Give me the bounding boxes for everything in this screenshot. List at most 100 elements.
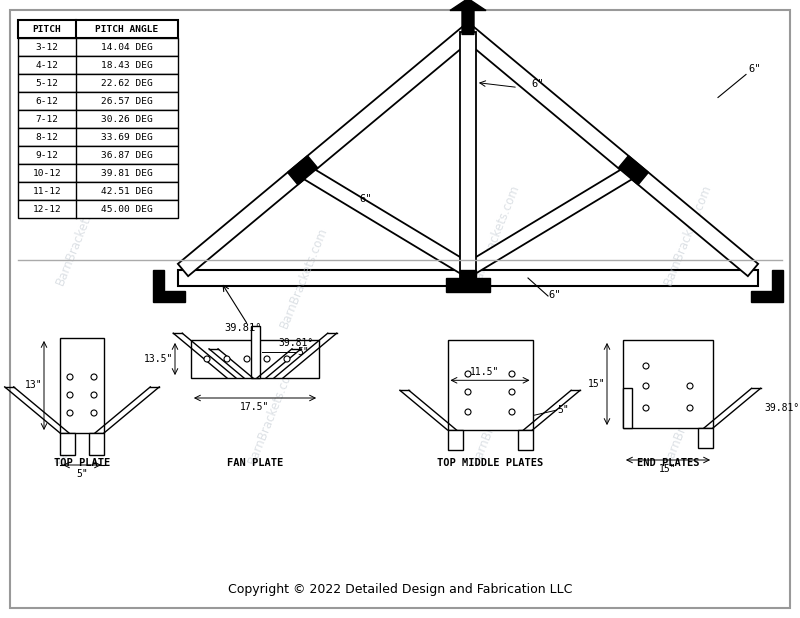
Bar (178, 270, 758, 286)
Text: Copyright © 2022 Detailed Design and Fabrication LLC: Copyright © 2022 Detailed Design and Fab… (228, 583, 572, 596)
Text: BarnBrackets.com: BarnBrackets.com (54, 182, 106, 287)
Circle shape (687, 383, 693, 389)
Text: 45.00 DEG: 45.00 DEG (101, 205, 153, 213)
Polygon shape (618, 156, 649, 185)
Text: 39.81 DEG: 39.81 DEG (101, 169, 153, 177)
Text: 17.5": 17.5" (240, 402, 270, 412)
Bar (18, 56, 178, 74)
Circle shape (91, 374, 97, 380)
Bar (18, 38, 178, 56)
Polygon shape (450, 0, 486, 35)
Bar (60, 338, 104, 433)
Bar (18, 128, 178, 146)
Text: 33.69 DEG: 33.69 DEG (101, 132, 153, 142)
Text: 26.57 DEG: 26.57 DEG (101, 96, 153, 106)
Circle shape (643, 383, 649, 389)
Text: 13": 13" (24, 381, 42, 391)
Circle shape (67, 410, 73, 416)
Polygon shape (299, 164, 472, 276)
Bar (191, 340, 319, 378)
Bar (518, 430, 533, 450)
Text: 8-12: 8-12 (35, 132, 58, 142)
Circle shape (509, 389, 515, 395)
Text: 6": 6" (748, 64, 761, 74)
Bar (18, 110, 178, 128)
Text: 15": 15" (659, 464, 677, 474)
Text: 39.81°: 39.81° (278, 338, 314, 348)
Circle shape (643, 405, 649, 411)
Text: 4-12: 4-12 (35, 61, 58, 69)
Polygon shape (751, 270, 783, 302)
Bar (89, 433, 104, 455)
Circle shape (67, 374, 73, 380)
Circle shape (244, 356, 250, 362)
Polygon shape (287, 156, 318, 185)
Bar (18, 74, 178, 92)
Text: 15": 15" (587, 379, 605, 389)
Bar (18, 146, 178, 164)
Text: 14.04 DEG: 14.04 DEG (101, 43, 153, 51)
Text: 12-12: 12-12 (33, 205, 62, 213)
Circle shape (509, 409, 515, 415)
Circle shape (264, 356, 270, 362)
Text: 18.43 DEG: 18.43 DEG (101, 61, 153, 69)
Text: BarnBrackets.com: BarnBrackets.com (470, 182, 522, 287)
Text: 22.62 DEG: 22.62 DEG (101, 78, 153, 88)
Bar (60, 433, 75, 455)
Polygon shape (178, 27, 473, 276)
Bar (18, 200, 178, 218)
Text: TOP PLATE: TOP PLATE (54, 458, 110, 468)
Text: BarnBrackets.com: BarnBrackets.com (470, 362, 522, 467)
Circle shape (224, 356, 230, 362)
Circle shape (91, 392, 97, 398)
Circle shape (643, 363, 649, 369)
Text: 7-12: 7-12 (35, 114, 58, 124)
Bar (250, 326, 259, 378)
Text: 9-12: 9-12 (35, 151, 58, 159)
Polygon shape (446, 270, 490, 292)
Text: PITCH: PITCH (33, 25, 62, 33)
Text: 30.26 DEG: 30.26 DEG (101, 114, 153, 124)
Bar (18, 92, 178, 110)
Text: 39.81°: 39.81° (224, 323, 262, 333)
Text: BarnBrackets.com: BarnBrackets.com (662, 182, 714, 287)
Text: PITCH ANGLE: PITCH ANGLE (95, 25, 158, 33)
Text: 39.81°: 39.81° (765, 403, 800, 413)
Bar (623, 340, 713, 428)
Bar (460, 33, 476, 286)
Circle shape (284, 356, 290, 362)
Bar (447, 430, 462, 450)
Circle shape (67, 392, 73, 398)
Text: 42.51 DEG: 42.51 DEG (101, 187, 153, 195)
Polygon shape (464, 164, 637, 276)
Circle shape (465, 389, 471, 395)
Text: END PLATES: END PLATES (637, 458, 699, 468)
Text: 5": 5" (298, 347, 310, 357)
Text: 6": 6" (359, 194, 371, 204)
Polygon shape (153, 270, 185, 302)
Circle shape (204, 356, 210, 362)
Circle shape (465, 371, 471, 377)
Text: BarnBrackets.com: BarnBrackets.com (246, 362, 298, 467)
Text: 13.5": 13.5" (144, 354, 173, 364)
Text: 5": 5" (76, 469, 88, 479)
Circle shape (509, 371, 515, 377)
Bar (18, 164, 178, 182)
Polygon shape (463, 27, 758, 276)
Bar (18, 182, 178, 200)
Text: 11.5": 11.5" (470, 367, 500, 378)
Bar (447, 340, 533, 430)
Bar (623, 388, 632, 428)
Text: 11-12: 11-12 (33, 187, 62, 195)
Text: BarnBrackets.com: BarnBrackets.com (662, 362, 714, 467)
Circle shape (91, 410, 97, 416)
Text: 10-12: 10-12 (33, 169, 62, 177)
Text: 6": 6" (531, 80, 543, 90)
Text: 6": 6" (548, 290, 561, 300)
Text: 6-12: 6-12 (35, 96, 58, 106)
Text: 3-12: 3-12 (35, 43, 58, 51)
Text: 36.87 DEG: 36.87 DEG (101, 151, 153, 159)
Circle shape (687, 405, 693, 411)
Text: 5": 5" (558, 405, 570, 415)
Text: BarnBrackets.com: BarnBrackets.com (278, 226, 330, 331)
